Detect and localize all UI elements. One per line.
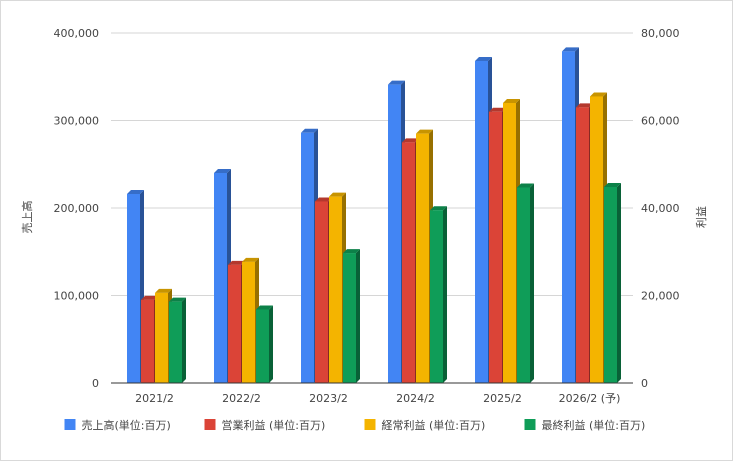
- bar-front: [169, 301, 182, 383]
- bar-top: [127, 190, 144, 194]
- legend-label: 経常利益 (単位:百万): [382, 418, 486, 432]
- legend-item-4[interactable]: 最終利益 (単位:百万): [524, 418, 646, 432]
- bar-top: [214, 169, 231, 173]
- x-tick-label: 2024/2: [396, 392, 435, 405]
- bar-top: [329, 192, 346, 197]
- bar-top: [475, 57, 492, 61]
- left-tick-label: 400,000: [54, 27, 100, 40]
- bar-front: [388, 84, 401, 383]
- x-tick-label: 2026/2 (予): [559, 392, 621, 405]
- bar-top: [416, 129, 433, 134]
- bar-side: [269, 305, 273, 383]
- bar-series-4-4[interactable]: [430, 206, 447, 383]
- bar-top: [388, 80, 405, 85]
- legend-item-2[interactable]: 営業利益 (単位:百万): [204, 418, 326, 432]
- bar-top: [489, 107, 506, 112]
- bar-front: [489, 111, 502, 383]
- bar-top: [315, 197, 332, 202]
- left-axis-title: 売上高: [20, 201, 34, 234]
- bar-front: [155, 292, 168, 383]
- bar-front: [315, 201, 328, 383]
- bar-front: [562, 51, 575, 383]
- bar-top: [141, 295, 158, 300]
- legend-item-3[interactable]: 経常利益 (単位:百万): [364, 418, 486, 432]
- bar-top: [343, 249, 360, 254]
- legend-swatch: [524, 419, 536, 430]
- bar-top: [430, 206, 447, 211]
- bar-series-4-3[interactable]: [343, 249, 360, 383]
- legend[interactable]: 売上高(単位:百万) 営業利益 (単位:百万) 経常利益 (単位:百万) 最終利益 (…: [64, 418, 646, 432]
- right-tick-label: 0: [641, 377, 648, 390]
- left-tick-label: 0: [92, 377, 99, 390]
- bar-front: [301, 132, 314, 383]
- bar-top: [604, 183, 621, 187]
- legend-label: 最終利益 (単位:百万): [542, 418, 646, 432]
- bar-top: [562, 47, 579, 52]
- bar-front: [242, 261, 255, 383]
- x-tick-label: 2023/2: [309, 392, 348, 405]
- bar-top: [169, 297, 186, 302]
- bar-front: [228, 264, 241, 383]
- right-tick-label: 60,000: [641, 115, 680, 128]
- gridlines: [111, 32, 633, 296]
- right-tick-label: 80,000: [641, 27, 680, 40]
- bar-series-4-5[interactable]: [517, 183, 534, 383]
- bar-front: [604, 187, 617, 383]
- axes: 0 100,000 200,000 300,000 400,000 0 20,000 40,0…: [54, 27, 680, 405]
- x-tick-label: 2021/2: [135, 392, 174, 405]
- right-axis-title: 利益: [694, 206, 708, 228]
- bar-front: [343, 253, 356, 383]
- bar-front: [517, 187, 530, 383]
- bar-side: [530, 183, 534, 383]
- bar-top: [301, 128, 318, 133]
- bar-front: [402, 142, 415, 383]
- x-tick-label: 2025/2: [483, 392, 522, 405]
- right-tick-label: 20,000: [641, 290, 680, 303]
- bar-series-4-2[interactable]: [256, 305, 273, 384]
- bar-top: [503, 99, 520, 103]
- legend-swatch: [364, 419, 376, 430]
- bar-top: [576, 103, 593, 108]
- bar-series-4-6[interactable]: [604, 183, 621, 383]
- bar-front: [576, 107, 589, 383]
- bar-front: [503, 103, 516, 383]
- bar-front: [214, 173, 227, 383]
- bar-top: [517, 183, 534, 188]
- left-tick-label: 300,000: [54, 115, 100, 128]
- x-tick-label: 2022/2: [222, 392, 261, 405]
- bar-top: [402, 138, 419, 143]
- legend-item-1[interactable]: 売上高(単位:百万): [64, 418, 171, 432]
- bar-top: [590, 92, 607, 97]
- left-tick-label: 100,000: [54, 290, 100, 303]
- bar-front: [127, 194, 140, 383]
- bar-series-4-1[interactable]: [169, 297, 186, 383]
- legend-swatch: [64, 419, 76, 430]
- bar-front: [141, 299, 154, 383]
- bar-front: [256, 309, 269, 383]
- bar-side: [182, 297, 186, 383]
- bar-top: [155, 288, 172, 293]
- legend-label: 営業利益 (単位:百万): [222, 418, 326, 432]
- bar-top: [256, 305, 273, 310]
- bar-front: [430, 210, 443, 383]
- bar-side: [443, 206, 447, 383]
- legend-label: 売上高(単位:百万): [82, 418, 171, 432]
- bar-front: [475, 61, 488, 383]
- left-tick-label: 200,000: [54, 202, 100, 215]
- bar-side: [617, 183, 621, 383]
- right-tick-label: 40,000: [641, 202, 680, 215]
- bar-top: [228, 260, 245, 265]
- bar-front: [416, 133, 429, 383]
- bar-front: [590, 96, 603, 383]
- bars: [127, 47, 621, 383]
- legend-swatch: [204, 419, 216, 430]
- bar-side: [356, 249, 360, 383]
- bar-front: [329, 196, 342, 383]
- bar-top: [242, 257, 259, 262]
